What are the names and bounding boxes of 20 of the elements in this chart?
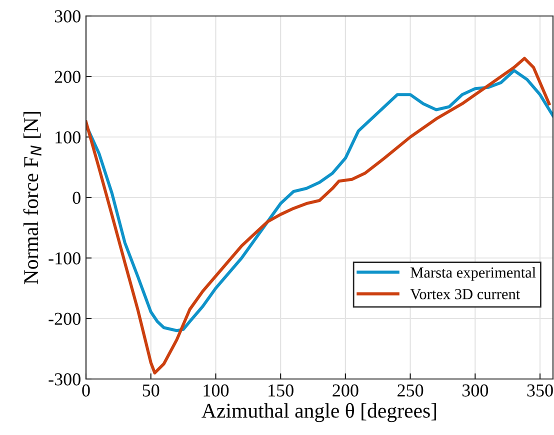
y-tick-label: -300 [48,373,80,386]
x-tick-label: 250 [398,384,424,397]
x-tick-label: 300 [462,384,488,397]
legend-label: Marsta experimental [410,266,536,281]
y-tick-label: 100 [56,131,80,144]
y-axis-title: Normal force F$_{N}$ [N] [23,112,42,284]
x-tick-label: 200 [332,384,358,397]
x-tick-label: 350 [527,384,553,397]
y-tick-label: 0 [72,192,80,204]
x-tick-label: 150 [268,384,294,397]
x-tick-label: 50 [142,384,160,397]
y-tick-label: -200 [48,312,80,325]
legend-label: Vortex 3D current [410,289,520,300]
x-tick-label: 100 [204,384,229,397]
x-axis-title: Azimuthal angle θ [degrees] [202,403,436,422]
y-tick-label: 300 [54,10,80,22]
x-tick-label: 0 [82,384,90,397]
y-tick-label: -100 [48,252,80,264]
y-tick-label: 200 [54,70,80,83]
line-series [86,56,551,374]
